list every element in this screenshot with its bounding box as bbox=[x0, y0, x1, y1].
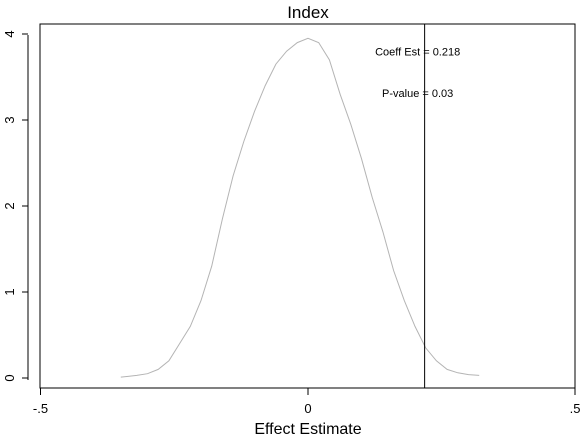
x-ticks: -.5 0 .5 bbox=[33, 388, 581, 416]
x-tick-label: 0 bbox=[304, 401, 311, 416]
x-axis-label: Effect Estimate bbox=[254, 421, 361, 438]
x-tick-label: .5 bbox=[570, 401, 581, 416]
y-tick-label: 4 bbox=[2, 30, 17, 37]
y-ticks: 0 1 2 3 4 bbox=[2, 30, 28, 382]
x-tick-label: -.5 bbox=[33, 401, 48, 416]
chart-title: Index bbox=[287, 3, 329, 22]
plot-frame bbox=[39, 23, 576, 389]
annotation-text: P-value = 0.03 bbox=[382, 88, 453, 100]
y-tick-label: 1 bbox=[2, 288, 17, 295]
annotation-text: Coeff Est = 0.218 bbox=[375, 47, 460, 59]
y-tick-label: 2 bbox=[2, 202, 17, 209]
density-curve bbox=[120, 37, 480, 378]
y-tick-label: 0 bbox=[2, 374, 17, 381]
y-tick-label: 3 bbox=[2, 116, 17, 123]
annotations: Coeff Est = 0.218 P-value = 0.03 bbox=[375, 47, 460, 100]
